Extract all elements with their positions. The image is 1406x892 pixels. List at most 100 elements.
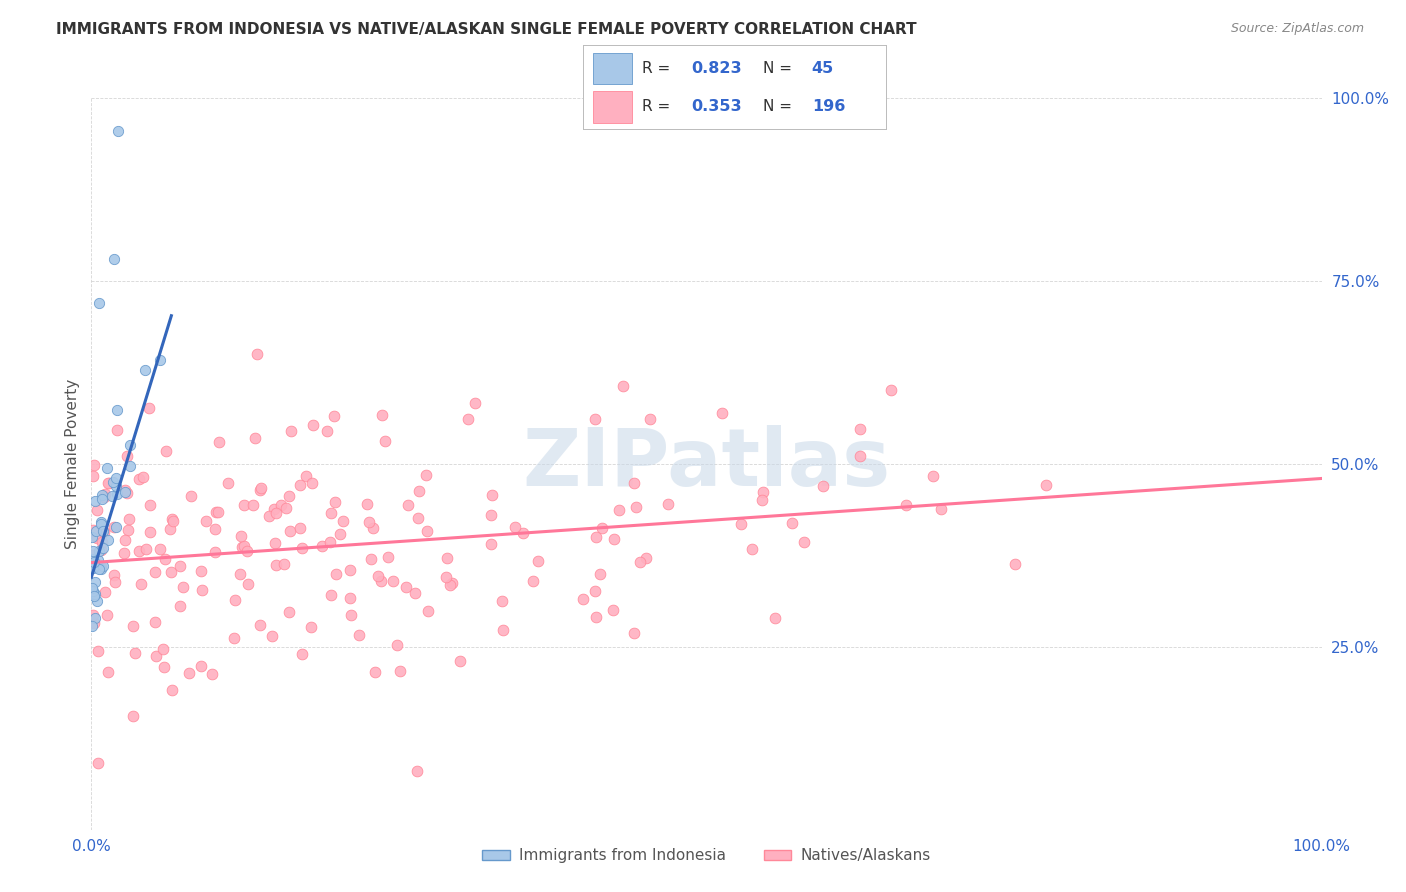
Point bbox=[583, 583, 606, 598]
Point bbox=[149, 541, 172, 556]
Point bbox=[657, 497, 679, 511]
Point bbox=[217, 476, 239, 491]
Point bbox=[249, 483, 271, 497]
Point bbox=[90, 562, 112, 576]
Point bbox=[160, 683, 183, 698]
Point bbox=[636, 551, 658, 566]
Point bbox=[100, 489, 122, 503]
Point bbox=[82, 561, 104, 575]
Point bbox=[396, 499, 419, 513]
Point bbox=[131, 470, 153, 484]
Point bbox=[370, 574, 392, 588]
Point bbox=[406, 511, 429, 525]
Point bbox=[319, 506, 342, 520]
Point bbox=[339, 591, 361, 606]
Point bbox=[159, 523, 181, 537]
Point bbox=[711, 406, 734, 420]
Point bbox=[339, 563, 361, 577]
Point bbox=[264, 558, 287, 572]
Point bbox=[479, 537, 502, 551]
Point bbox=[233, 499, 256, 513]
Text: 45: 45 bbox=[811, 62, 834, 76]
Point bbox=[149, 352, 172, 367]
Point bbox=[257, 509, 280, 524]
Point bbox=[82, 584, 104, 599]
Point bbox=[120, 438, 142, 452]
Point bbox=[395, 580, 418, 594]
Text: ZIPatlas: ZIPatlas bbox=[523, 425, 890, 503]
Point bbox=[112, 546, 135, 560]
Point bbox=[159, 565, 181, 579]
Point bbox=[83, 589, 105, 603]
Point bbox=[97, 475, 120, 490]
Point bbox=[589, 566, 612, 581]
Point bbox=[602, 603, 624, 617]
Point bbox=[194, 514, 217, 528]
Point bbox=[208, 435, 231, 450]
Point bbox=[128, 472, 150, 486]
Point bbox=[408, 483, 430, 498]
Point bbox=[93, 490, 115, 504]
Point bbox=[91, 559, 114, 574]
Point bbox=[83, 615, 105, 630]
Point bbox=[87, 552, 110, 566]
Point bbox=[138, 499, 160, 513]
Point bbox=[87, 756, 110, 770]
Point bbox=[105, 471, 128, 485]
Point bbox=[98, 475, 121, 490]
Point bbox=[340, 607, 363, 622]
Text: 0.353: 0.353 bbox=[690, 99, 741, 114]
Point bbox=[389, 665, 412, 679]
Point bbox=[273, 557, 295, 571]
Point bbox=[93, 524, 115, 539]
Bar bbox=[592, 54, 631, 85]
Point bbox=[90, 516, 112, 531]
Point bbox=[751, 492, 773, 507]
Point bbox=[145, 649, 167, 664]
Point bbox=[347, 628, 370, 642]
Point bbox=[752, 485, 775, 500]
Point bbox=[264, 535, 287, 549]
Point bbox=[512, 525, 534, 540]
Point bbox=[457, 411, 479, 425]
Point bbox=[82, 587, 104, 601]
Point bbox=[263, 501, 285, 516]
Point bbox=[479, 508, 502, 523]
Point bbox=[82, 468, 104, 483]
Point bbox=[319, 534, 342, 549]
Point bbox=[115, 486, 138, 500]
Point bbox=[436, 550, 458, 565]
Point bbox=[105, 520, 128, 534]
Point bbox=[128, 544, 150, 558]
Point bbox=[603, 533, 626, 547]
Point bbox=[291, 541, 314, 555]
Point bbox=[280, 424, 302, 438]
Point bbox=[763, 611, 786, 625]
Point bbox=[143, 615, 166, 630]
Point bbox=[1004, 557, 1026, 571]
Point bbox=[325, 567, 347, 582]
Point bbox=[288, 478, 311, 492]
Text: N =: N = bbox=[763, 62, 797, 76]
Point bbox=[89, 562, 111, 576]
Point bbox=[232, 539, 254, 553]
Point bbox=[191, 582, 214, 597]
Point bbox=[120, 459, 142, 474]
Point bbox=[585, 530, 607, 544]
Point bbox=[180, 489, 202, 503]
Point bbox=[371, 408, 394, 422]
Point bbox=[415, 467, 437, 482]
Point bbox=[628, 555, 651, 569]
Point bbox=[83, 574, 105, 589]
Point bbox=[103, 520, 125, 534]
Point bbox=[80, 619, 103, 633]
Point bbox=[169, 559, 191, 574]
Point bbox=[205, 505, 228, 519]
Point bbox=[105, 403, 128, 417]
Point bbox=[103, 252, 125, 266]
Point bbox=[118, 512, 141, 526]
Point bbox=[96, 461, 118, 475]
Point bbox=[449, 653, 471, 667]
Point bbox=[91, 491, 114, 506]
Point bbox=[481, 488, 503, 502]
